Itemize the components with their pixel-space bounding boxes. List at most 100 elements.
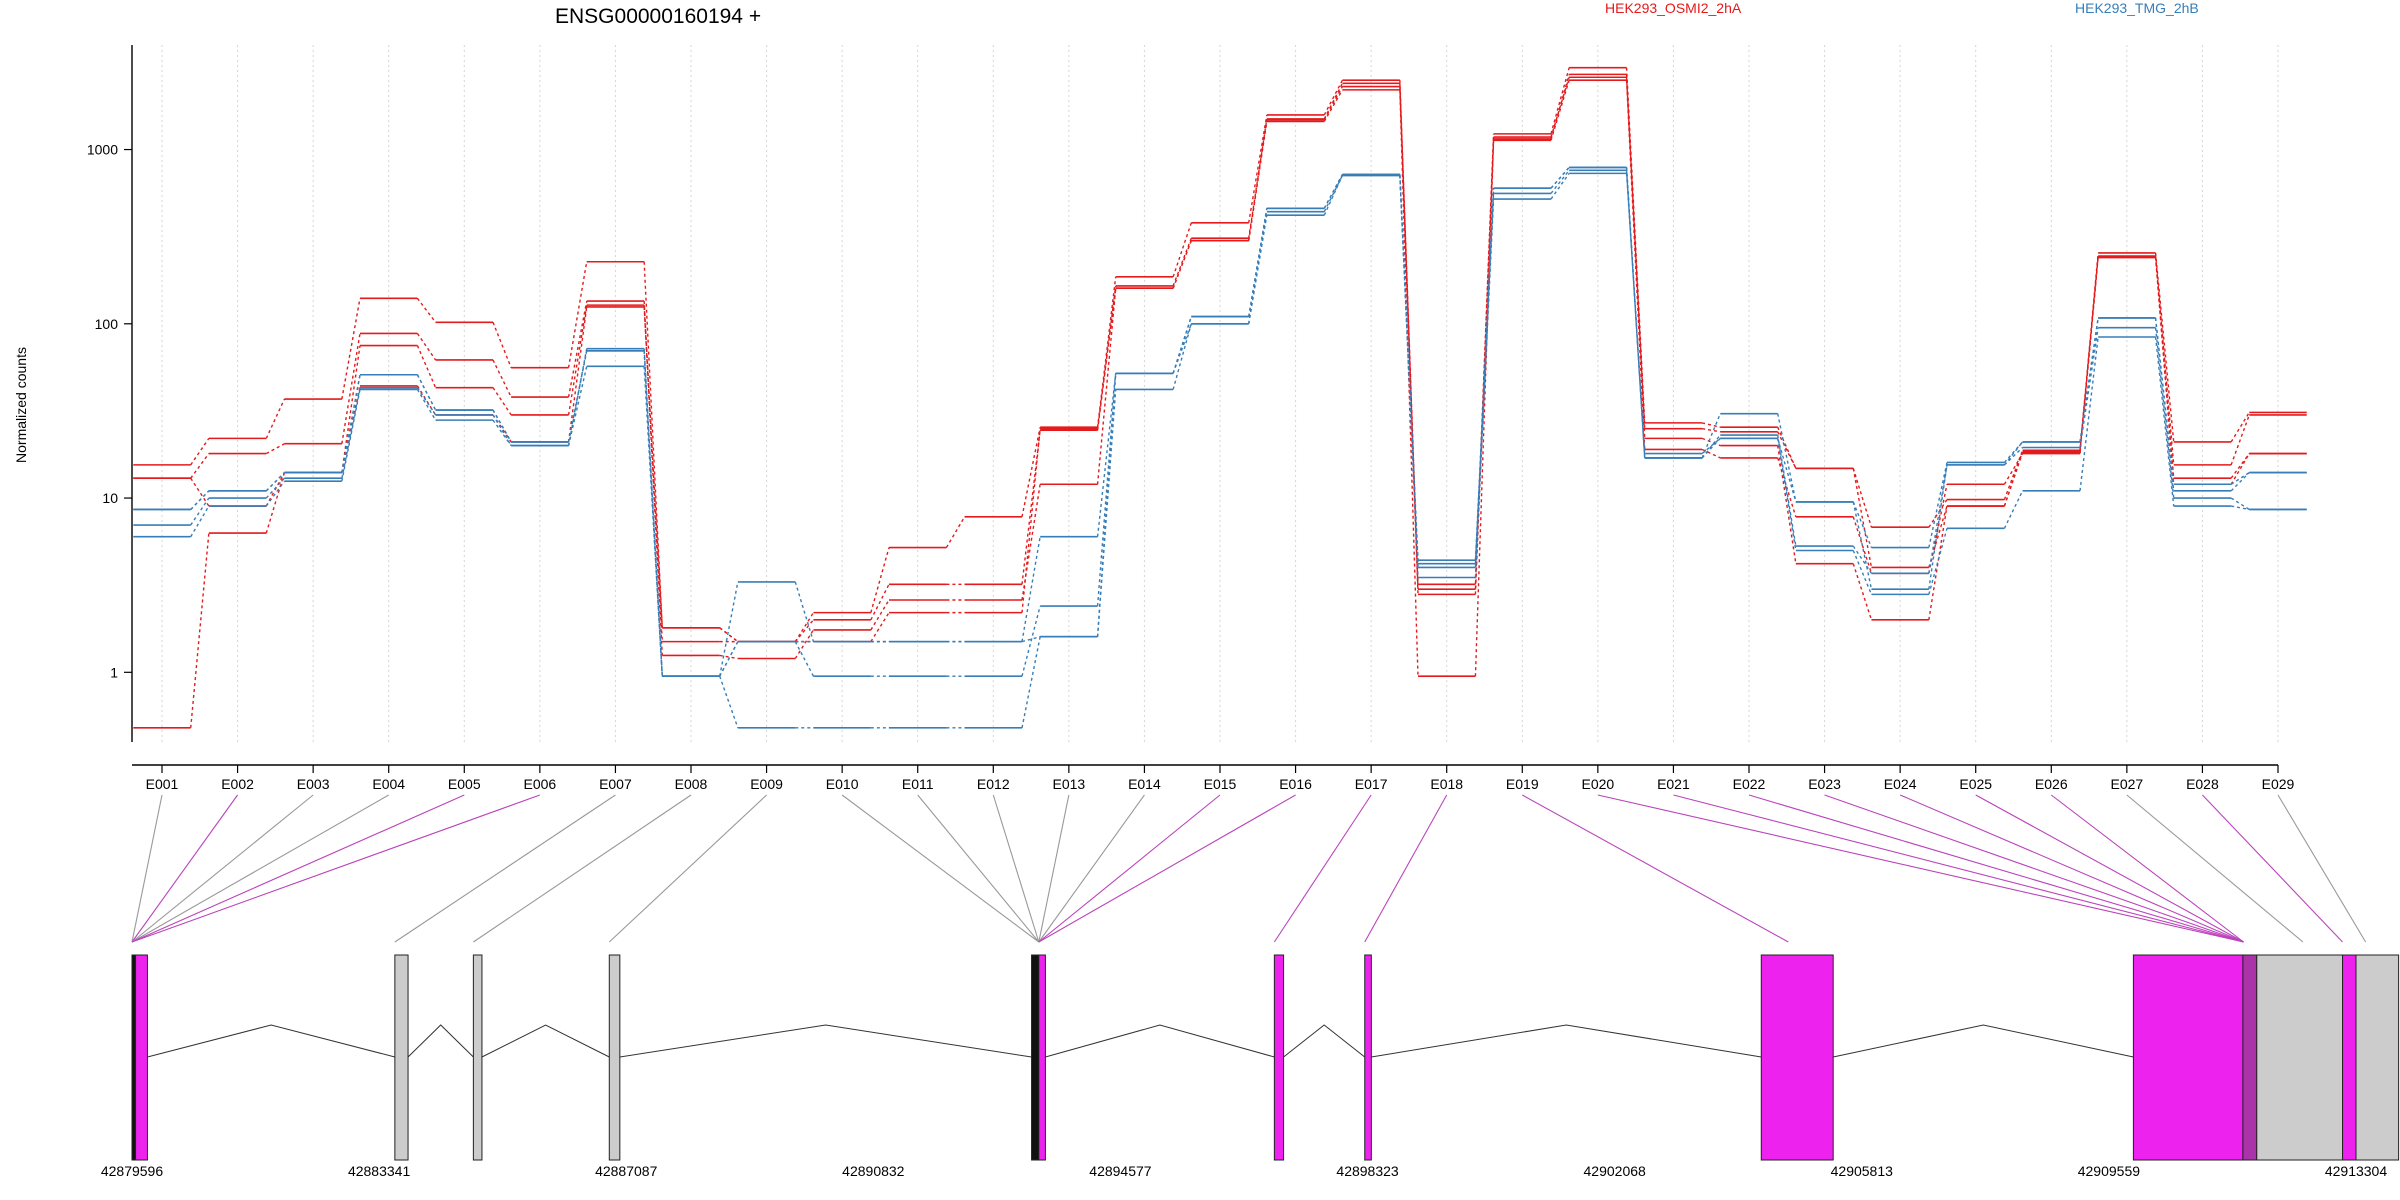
series-transition bbox=[1852, 501, 1873, 590]
connector-E029 bbox=[2277, 794, 2367, 943]
series-transition bbox=[265, 472, 285, 492]
x-tick-label-E014: E014 bbox=[1128, 776, 1161, 792]
y-tick-label: 100 bbox=[95, 316, 119, 332]
series-transition bbox=[341, 345, 361, 473]
series-transition bbox=[1172, 316, 1192, 374]
series-transition bbox=[1096, 285, 1117, 431]
x-tick-label-E023: E023 bbox=[1808, 776, 1841, 792]
series-layer bbox=[133, 66, 2307, 729]
exon-block bbox=[1364, 954, 1372, 1161]
series-transition bbox=[1852, 545, 1873, 574]
series-transition bbox=[265, 472, 286, 507]
series-transition bbox=[1323, 175, 1344, 212]
series-transition bbox=[1777, 457, 1797, 518]
series-transition bbox=[1323, 174, 1344, 209]
series-transition bbox=[1701, 413, 1721, 459]
x-tick-label-E007: E007 bbox=[599, 776, 632, 792]
genomic-position-label: 42890832 bbox=[842, 1163, 905, 1179]
series-transition bbox=[416, 374, 437, 411]
series-transition bbox=[2003, 441, 2024, 463]
series-transition bbox=[1928, 464, 1948, 574]
series-transition bbox=[719, 581, 739, 677]
x-tick-label-E025: E025 bbox=[1959, 776, 1992, 792]
series-transition bbox=[190, 532, 210, 728]
series-transition bbox=[1777, 426, 1797, 469]
series-transition bbox=[2230, 414, 2250, 466]
series-transition bbox=[1172, 323, 1192, 390]
series-transition bbox=[1550, 67, 1570, 135]
connector-E007 bbox=[394, 794, 616, 943]
connector-E011 bbox=[917, 794, 1040, 943]
series-transition bbox=[341, 298, 361, 400]
series-transition bbox=[2079, 336, 2099, 491]
connector-E025 bbox=[1975, 794, 2244, 943]
series-transition bbox=[190, 477, 210, 507]
connector-E026 bbox=[2050, 794, 2244, 943]
series-transition bbox=[190, 453, 210, 479]
genomic-position-label: 42902068 bbox=[1584, 1163, 1647, 1179]
series-transition bbox=[945, 516, 966, 548]
series-transition bbox=[1701, 437, 1721, 455]
series-transition bbox=[1550, 166, 1570, 189]
series-transition bbox=[2154, 256, 2175, 485]
series-transition bbox=[265, 480, 285, 507]
series-transition bbox=[265, 477, 285, 499]
series-transition bbox=[2154, 252, 2175, 442]
intron bbox=[147, 1024, 395, 1058]
series-transition bbox=[2154, 317, 2175, 491]
series-transition bbox=[719, 641, 739, 677]
series-transition bbox=[1777, 434, 1797, 547]
series-transition bbox=[1399, 174, 1419, 568]
series-transition bbox=[416, 389, 437, 421]
genomic-position-label: 42898323 bbox=[1336, 1163, 1399, 1179]
exon-block bbox=[131, 954, 137, 1161]
series-transition bbox=[1550, 74, 1570, 140]
connector-E006 bbox=[131, 794, 541, 943]
exon-block bbox=[1038, 954, 1046, 1161]
series-transition bbox=[1625, 167, 1646, 458]
series-transition bbox=[341, 333, 361, 444]
x-tick-label-E003: E003 bbox=[297, 776, 330, 792]
legend-entry-osmi2: HEK293_OSMI2_2hA bbox=[1605, 0, 1742, 16]
series-transition bbox=[1852, 563, 1873, 621]
series-transition bbox=[643, 350, 663, 677]
x-tick-label-E019: E019 bbox=[1506, 776, 1539, 792]
series-transition bbox=[1323, 89, 1344, 122]
connector-E001 bbox=[131, 794, 163, 943]
connector-E027 bbox=[2126, 794, 2304, 943]
genomic-position-label: 42879596 bbox=[101, 1163, 164, 1179]
chart-title: ENSG00000160194 + bbox=[555, 5, 761, 28]
series-transition bbox=[265, 398, 286, 439]
series-transition bbox=[2003, 490, 2024, 529]
series-transition bbox=[1021, 536, 1041, 642]
connector-E008 bbox=[473, 794, 692, 943]
x-tick-label-E029: E029 bbox=[2262, 776, 2295, 792]
exon-block bbox=[394, 954, 409, 1161]
series-transition bbox=[1550, 169, 1570, 194]
x-tick-label-E008: E008 bbox=[675, 776, 708, 792]
series-transition bbox=[1777, 438, 1797, 503]
series-transition bbox=[1928, 505, 1948, 620]
connector-E013 bbox=[1038, 794, 1070, 943]
series-transition bbox=[643, 366, 663, 677]
series-transition bbox=[1248, 119, 1268, 241]
series-transition bbox=[341, 374, 361, 473]
exon-block bbox=[2256, 954, 2344, 1161]
connector-E010 bbox=[841, 794, 1040, 943]
x-tick-label-E022: E022 bbox=[1733, 776, 1766, 792]
series-transition bbox=[492, 409, 512, 443]
genomic-position-label: 42913304 bbox=[2325, 1163, 2388, 1179]
series-transition bbox=[416, 297, 437, 323]
connector-E016 bbox=[1038, 794, 1296, 943]
connector-E019 bbox=[1522, 794, 1789, 943]
series-transition bbox=[1928, 464, 1948, 590]
series-transition bbox=[1625, 74, 1646, 439]
exon-block bbox=[1031, 954, 1040, 1161]
series-transition bbox=[190, 437, 210, 466]
series-transition bbox=[567, 306, 588, 442]
y-tick-label: 1 bbox=[110, 664, 118, 680]
series-transition bbox=[1399, 89, 1419, 677]
intron bbox=[1283, 1024, 1366, 1058]
gene-model: 42879596 42883341 42887087 42890832 42894577… bbox=[101, 954, 2400, 1179]
